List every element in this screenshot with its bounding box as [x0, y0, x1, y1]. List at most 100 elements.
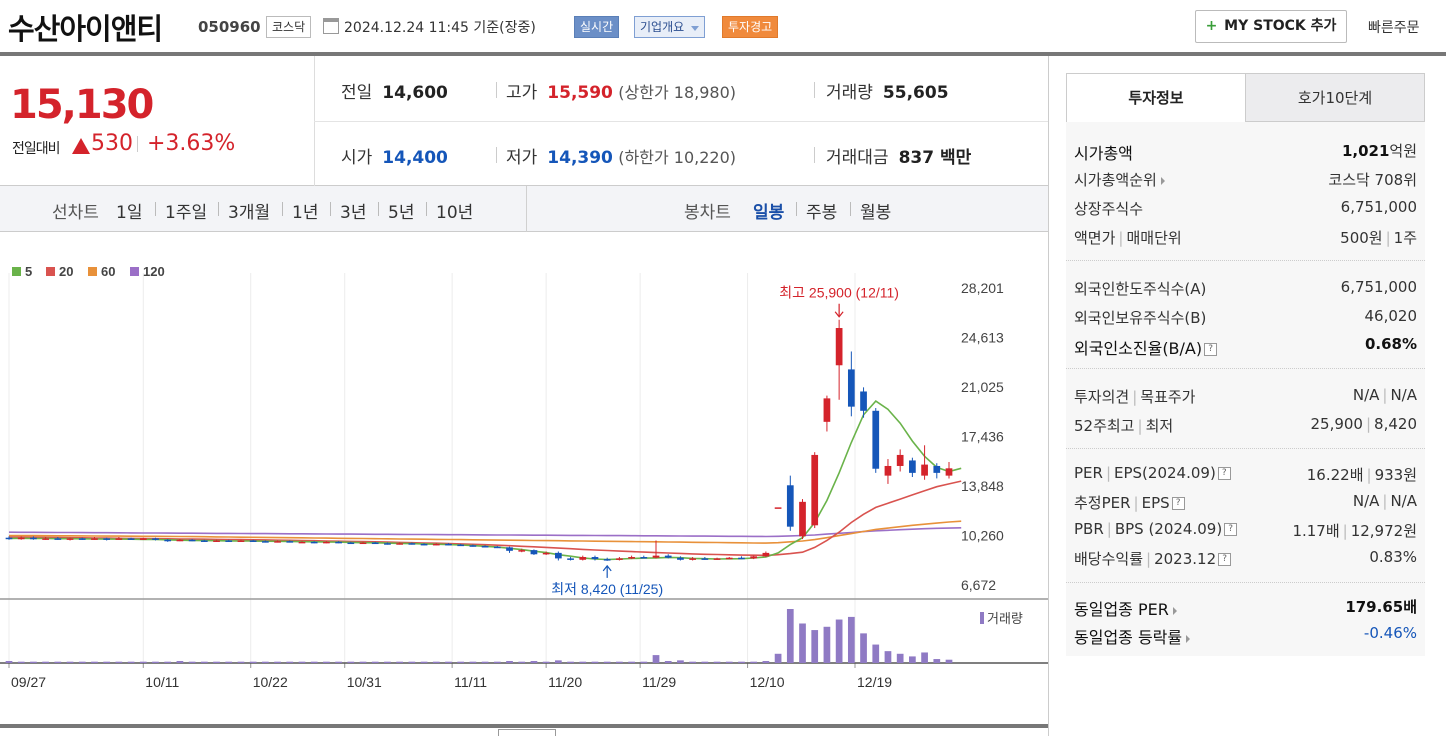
y-tick-label: 24,613 [961, 330, 1004, 346]
target-value: N/A [1390, 386, 1417, 404]
candle-body [115, 538, 123, 540]
info-row-par: 액면가 | 매매단위 500원 | 1주 [1074, 229, 1417, 247]
quick-order-link[interactable]: 빠른주문 [1368, 20, 1420, 36]
candle-body [469, 545, 477, 547]
volume-bar [274, 661, 281, 663]
help-icon[interactable]: ? [1171, 497, 1185, 510]
volume-bar [213, 661, 220, 663]
candle-body [530, 550, 538, 555]
candle-body [909, 460, 916, 473]
period-1y[interactable]: 1년 [292, 203, 319, 223]
eps-value: 933원 [1374, 466, 1417, 484]
candle-body [677, 557, 684, 560]
volume-bar [481, 661, 489, 663]
foreign-ratio-value: 0.68% [1364, 335, 1417, 353]
week52-low-label: 최저 [1145, 417, 1174, 435]
divider [1066, 582, 1425, 583]
volume-bar [664, 661, 672, 663]
volume-bar [567, 661, 574, 663]
week52-high-value: 25,900 [1310, 415, 1363, 433]
info-row-sector-per[interactable]: 동일업종 PER 179.65배 [1074, 596, 1417, 620]
period-3m[interactable]: 3개월 [228, 203, 271, 223]
par-label: 액면가 [1074, 229, 1116, 247]
divider [850, 202, 851, 216]
volume-bar [310, 661, 318, 663]
divider [426, 202, 427, 216]
candle-weekly[interactable]: 주봉 [806, 203, 838, 223]
prev-close-label: 전일 [341, 83, 373, 103]
period-10y[interactable]: 10년 [436, 203, 474, 223]
volume-bar [262, 661, 269, 663]
info-row-sector-change[interactable]: 동일업종 등락률 -0.46% [1074, 624, 1417, 648]
company-info-dropdown[interactable]: 기업개요 [634, 16, 706, 38]
realtime-button[interactable]: 실시간 [574, 16, 620, 38]
stock-code: 050960 [198, 18, 261, 36]
legend-label: 5 [25, 264, 32, 279]
investment-info-panel: 투자정보 호가10단계 시가총액 1,021억원 시가총액순위 코스닥 708위… [1048, 56, 1446, 736]
candle-body [359, 542, 367, 545]
y-tick-label: 6,672 [961, 577, 996, 593]
candle-body [689, 558, 696, 560]
x-tick-label: 09/27 [11, 674, 46, 690]
volume-bar [518, 661, 526, 663]
moving-average-line-ma20 [8, 480, 962, 557]
sector-change-value: -0.46% [1363, 624, 1417, 642]
volume-bar [384, 661, 391, 663]
est-eps-label: EPS [1141, 494, 1170, 512]
info-row-market-cap-rank[interactable]: 시가총액순위 코스닥 708위 [1074, 169, 1417, 193]
volume-bar [640, 661, 648, 663]
high-value: 15,590 [547, 83, 613, 103]
legend-label: 20 [59, 264, 73, 279]
help-icon[interactable]: ? [1224, 523, 1238, 536]
shares-value: 6,751,000 [1340, 198, 1417, 216]
candle-body [847, 369, 855, 407]
candle-monthly[interactable]: 월봉 [860, 203, 892, 223]
candle-daily[interactable]: 일봉 [753, 203, 785, 223]
scroll-handle[interactable] [498, 729, 556, 736]
tab-orderbook[interactable]: 호가10단계 [1245, 73, 1425, 122]
x-tick-label: 11/29 [642, 674, 676, 690]
foreign-ratio-label: 외국인소진율(B/A) [1074, 339, 1203, 358]
candle-body [945, 468, 953, 476]
volume-bar [396, 661, 404, 663]
legend-swatch [46, 267, 55, 276]
volume-bar [713, 661, 721, 663]
volume-bar [835, 619, 843, 663]
candle-body [127, 538, 135, 540]
candle-body [188, 539, 196, 542]
market-cap-rank-value: 코스닥 708위 [1328, 171, 1417, 189]
candle-body [725, 557, 733, 560]
volume-bar [799, 623, 806, 663]
low-price: 저가 14,390 (하한가 10,220) [506, 143, 736, 168]
help-icon[interactable]: ? [1204, 343, 1218, 356]
candle-body [860, 391, 867, 411]
prev-close: 전일 14,600 [341, 78, 448, 103]
pbr-value: 1.17배 [1292, 522, 1340, 540]
volume-bar [359, 661, 367, 663]
info-row-foreign-limit: 외국인한도주식수(A) 6,751,000 [1074, 278, 1417, 302]
price-chart[interactable]: 09/27 10/11 10/22 10/31 11/11 11/20 11/29 12/10… [0, 233, 1048, 725]
volume-value: 55,605 [882, 83, 949, 103]
sector-per-value: 179.65배 [1345, 598, 1417, 616]
price-chart-svg[interactable]: 09/27 10/11 10/22 10/31 11/11 11/20 11/29 12/10… [0, 233, 1048, 725]
help-icon[interactable]: ? [1218, 553, 1232, 566]
volume-bar [823, 626, 831, 663]
period-1w[interactable]: 1주일 [165, 203, 208, 223]
add-my-stock-button[interactable]: + MY STOCK 추가 [1195, 10, 1347, 43]
info-row-market-cap: 시가총액 1,021억원 [1074, 140, 1417, 164]
help-icon[interactable]: ? [1217, 467, 1231, 480]
volume-bar [786, 609, 794, 663]
investment-warning-badge[interactable]: 투자경고 [722, 16, 779, 38]
week52-low-value: 8,420 [1374, 415, 1417, 433]
plus-icon: + [1205, 18, 1218, 34]
tab-investment-info[interactable]: 투자정보 [1066, 73, 1246, 122]
period-3y[interactable]: 3년 [340, 203, 367, 223]
low-value: 14,390 [547, 148, 613, 168]
candle-body [152, 538, 159, 540]
company-name: 수산아이앤티 [8, 12, 163, 46]
current-price: 15,130 [10, 82, 154, 128]
period-5y[interactable]: 5년 [388, 203, 415, 223]
period-1d[interactable]: 1일 [116, 203, 143, 223]
divider [330, 202, 331, 216]
sector-per-label: 동일업종 PER [1074, 600, 1169, 619]
